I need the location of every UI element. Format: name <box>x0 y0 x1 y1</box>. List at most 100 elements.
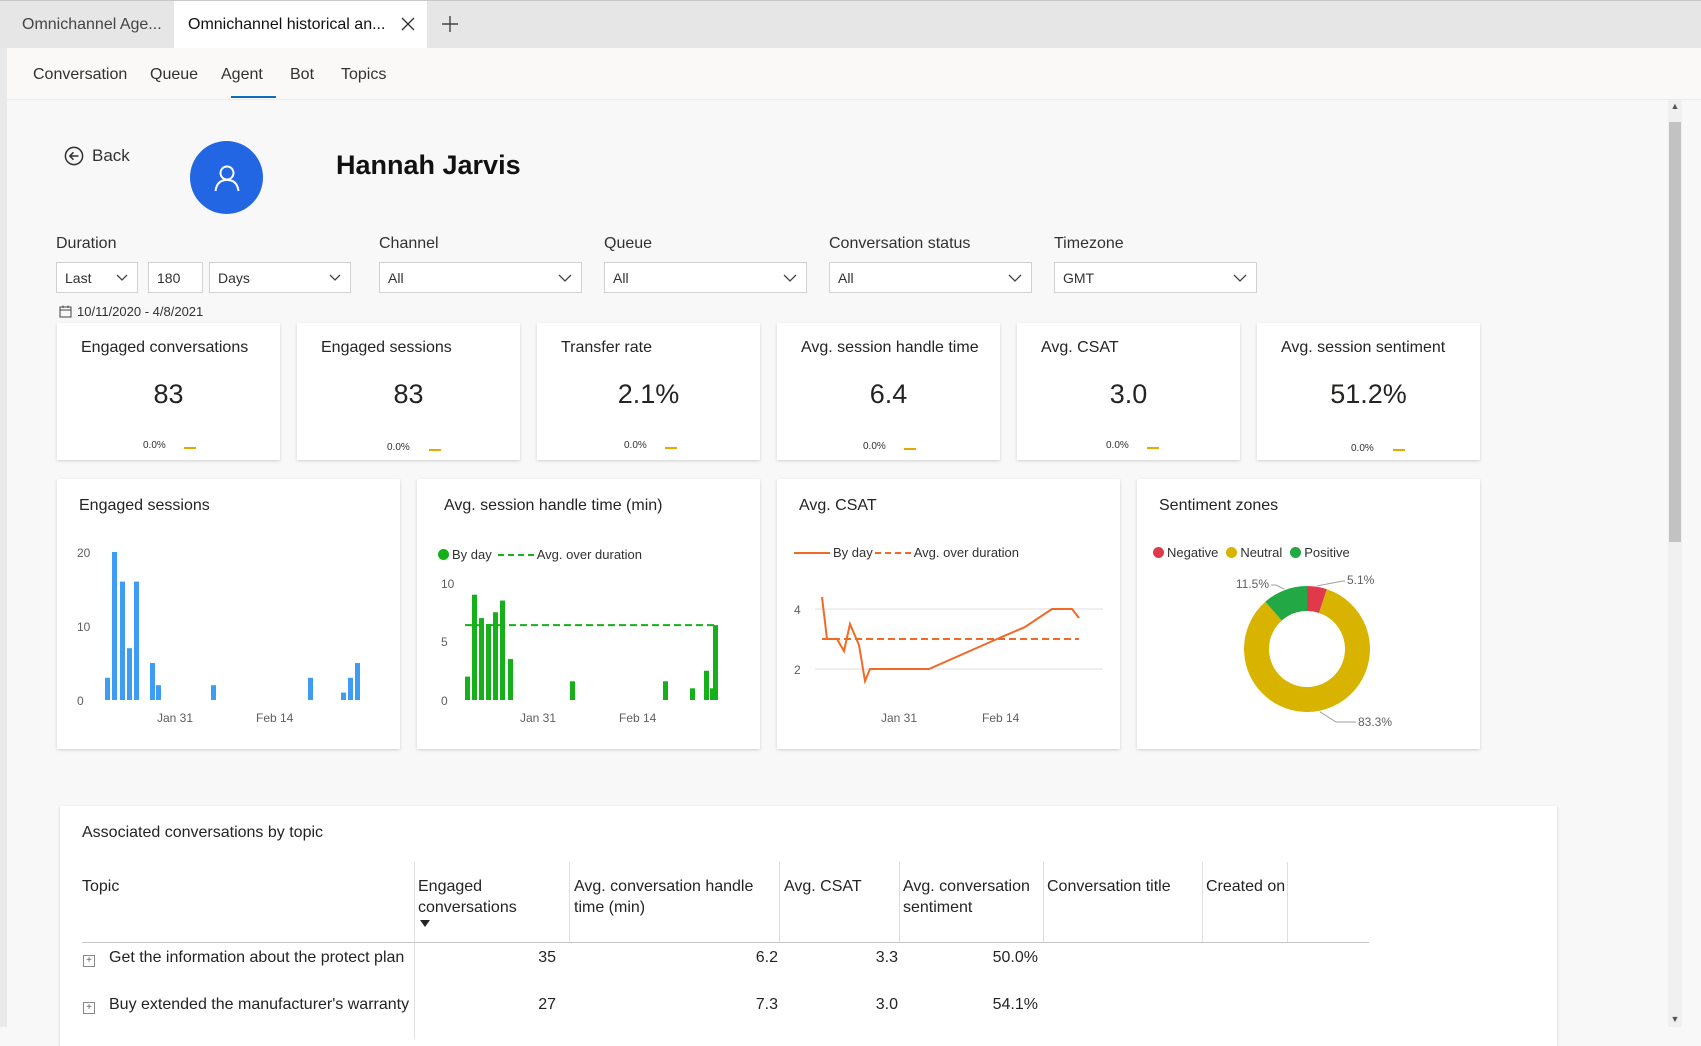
legend-swatch-positive <box>1290 547 1302 558</box>
y-tick-label: 2 <box>794 663 801 677</box>
duration-unit-select[interactable]: Days <box>209 262 351 293</box>
header-divider <box>82 942 1369 943</box>
duration-mode-select[interactable]: Last <box>56 262 138 293</box>
kpi-value: 83 <box>153 379 184 409</box>
chevron-down-icon <box>1008 274 1022 282</box>
y-tick-label: 4 <box>794 603 801 617</box>
column-divider <box>1202 862 1203 942</box>
csat-cell: 3.0 <box>875 996 898 1013</box>
expand-row-icon[interactable]: + <box>83 1002 95 1014</box>
chart-title: Engaged sessions <box>79 497 210 514</box>
column-header-engaged-conversations[interactable]: Engaged conversations <box>418 878 517 916</box>
tab-conversation[interactable]: Conversation <box>33 66 128 83</box>
back-button[interactable]: Back <box>64 146 130 166</box>
duration-mode-value: Last <box>65 269 92 286</box>
kpi-title: Transfer rate <box>561 339 652 356</box>
channel-select[interactable]: All <box>379 262 582 293</box>
y-tick-label: 0 <box>77 694 84 708</box>
column-header-avg-sentiment[interactable]: Avg. conversation sentiment <box>903 878 1030 916</box>
bar <box>663 681 668 700</box>
timezone-value: GMT <box>1063 269 1095 286</box>
chevron-down-icon <box>329 274 341 281</box>
csat-cell: 3.3 <box>875 949 898 966</box>
kpi-value: 83 <box>393 379 424 409</box>
tab-agent[interactable]: Agent <box>221 66 263 83</box>
sort-descending-icon[interactable] <box>420 920 430 927</box>
legend-label: Negative <box>1167 545 1219 560</box>
chevron-down-icon <box>116 274 128 281</box>
chart-card-engaged-sessions: Engaged sessions 20 10 0 Jan 31 Feb 14 <box>57 479 400 749</box>
scroll-down-icon[interactable]: ▼ <box>1670 1014 1680 1024</box>
column-header-conversation-title[interactable]: Conversation title <box>1047 878 1171 895</box>
sentiment-zones-chart: 5.1% 83.3% 11.5% <box>1236 573 1392 729</box>
tab-queue[interactable]: Queue <box>150 66 199 83</box>
bar <box>570 681 575 700</box>
kpi-value: 51.2% <box>1330 379 1407 409</box>
bar <box>112 552 117 700</box>
kpi-trend: 0.0% <box>863 441 886 452</box>
bar <box>472 594 477 700</box>
expand-row-icon[interactable]: + <box>83 955 95 967</box>
chart-card-avg-handle-time: Avg. session handle time (min) By day Av… <box>417 479 760 749</box>
legend-swatch-average <box>497 553 534 556</box>
bar <box>479 618 484 700</box>
column-divider <box>899 862 900 942</box>
column-header-topic[interactable]: Topic <box>82 878 120 895</box>
bar <box>308 677 313 700</box>
tab-bot[interactable]: Bot <box>290 66 315 83</box>
handle-time-cell: 7.3 <box>755 996 778 1013</box>
kpi-card-avg-session-handle-time: Avg. session handle time 6.4 0.0% <box>777 323 1000 460</box>
chart-card-avg-csat: Avg. CSAT By day Avg. over duration 4 2 Ja… <box>777 479 1120 749</box>
trend-flat-icon <box>429 449 441 451</box>
bar <box>211 685 216 700</box>
conversations-by-topic-table: Associated conversations by topic Topic … <box>60 806 1557 1046</box>
column-header-avg-handle-time[interactable]: Avg. conversation handle time (min) <box>574 878 754 916</box>
close-icon[interactable] <box>401 17 415 31</box>
bar <box>690 688 695 700</box>
queue-select[interactable]: All <box>604 262 807 293</box>
chart-legend: Negative Neutral Positive <box>1153 545 1350 560</box>
channel-value: All <box>388 269 404 286</box>
sentiment-cell: 54.1% <box>992 996 1038 1013</box>
bar <box>150 663 155 700</box>
trend-flat-icon <box>184 447 196 449</box>
bar <box>465 676 470 700</box>
timezone-label: Timezone <box>1054 235 1124 252</box>
duration-count-input[interactable]: 180 <box>148 262 203 293</box>
conversation-status-value: All <box>838 269 854 286</box>
bar <box>156 685 161 700</box>
y-tick-label: 10 <box>441 577 455 591</box>
active-tab-indicator <box>231 96 276 98</box>
leader-line <box>1319 711 1356 723</box>
browser-tab-historical-analytics[interactable]: Omnichannel historical an... <box>174 1 427 48</box>
date-range-text: 10/11/2020 - 4/8/2021 <box>77 304 204 319</box>
legend-swatch-negative <box>1153 547 1164 558</box>
scroll-up-icon[interactable]: ▲ <box>1670 101 1680 111</box>
tab-topics[interactable]: Topics <box>341 66 387 83</box>
x-tick-label: Feb 14 <box>982 711 1020 725</box>
bar <box>134 581 139 700</box>
x-tick-label: Feb 14 <box>619 711 657 725</box>
queue-label: Queue <box>604 235 653 252</box>
trend-flat-icon <box>1393 449 1405 451</box>
kpi-title: Engaged conversations <box>81 339 249 356</box>
bar <box>486 623 491 700</box>
new-tab-icon[interactable] <box>440 14 460 34</box>
topic-cell: Get the information about the protect pl… <box>109 949 405 966</box>
slice-label: 83.3% <box>1358 715 1392 729</box>
engaged-cell: 35 <box>538 949 556 966</box>
conversation-status-select[interactable]: All <box>829 262 1032 293</box>
bar <box>500 600 505 700</box>
chart-title: Avg. CSAT <box>799 497 877 514</box>
column-header-created-on[interactable]: Created on <box>1206 878 1286 895</box>
x-tick-label: Feb 14 <box>256 711 294 725</box>
kpi-card-engaged-conversations: Engaged conversations 83 0.0% <box>57 323 280 460</box>
slice-label: 11.5% <box>1236 577 1269 591</box>
timezone-select[interactable]: GMT <box>1054 262 1257 293</box>
column-header-avg-csat[interactable]: Avg. CSAT <box>784 878 862 895</box>
table-title: Associated conversations by topic <box>82 824 324 841</box>
scrollbar-thumb[interactable] <box>1669 122 1681 542</box>
column-divider <box>414 862 415 942</box>
browser-tab-agent-dashboard[interactable]: Omnichannel Age... <box>8 1 173 48</box>
back-label: Back <box>92 146 130 165</box>
